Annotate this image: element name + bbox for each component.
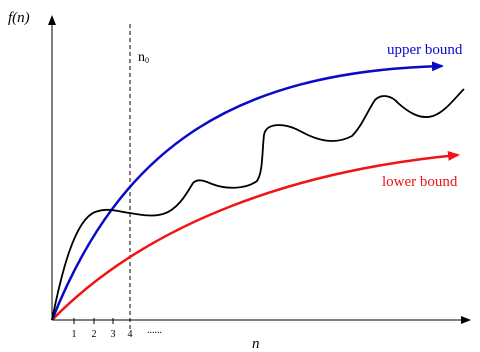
function-curve: [51, 88, 465, 321]
y-axis-label: f(n): [8, 10, 30, 26]
n0-label: n0: [138, 50, 149, 65]
x-ticks: [73, 318, 114, 324]
x-axis-label: n: [252, 336, 260, 352]
tick-label-1: 1: [72, 329, 77, 340]
tick-label-4: 4: [128, 329, 133, 340]
tick-label-3: 3: [111, 329, 116, 340]
lower-bound-curve: [51, 150, 460, 321]
tick-label-2: 2: [92, 329, 97, 340]
upper-bound-curve: [50, 61, 444, 321]
tick-ellipsis: ......: [147, 325, 162, 336]
upper-bound-label: upper bound: [387, 42, 463, 58]
lower-bound-label: lower bound: [382, 174, 458, 190]
